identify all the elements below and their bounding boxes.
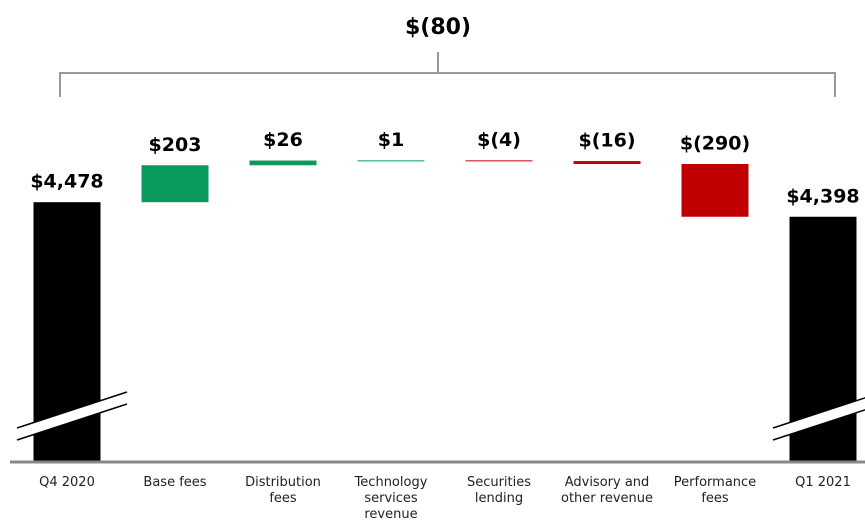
axis-break bbox=[773, 397, 865, 440]
value-label: $26 bbox=[263, 129, 303, 151]
bar bbox=[465, 160, 533, 162]
x-tick-label: Base fees bbox=[143, 475, 207, 490]
bracket bbox=[59, 52, 836, 97]
value-label: $(290) bbox=[680, 132, 750, 154]
x-tick-label: Q4 2020 bbox=[39, 475, 95, 490]
axis-break bbox=[17, 392, 127, 440]
x-tick-label: Advisory and other revenue bbox=[561, 475, 653, 506]
x-tick-label: Q1 2021 bbox=[795, 475, 851, 490]
bar bbox=[573, 161, 641, 164]
value-label: $(4) bbox=[477, 129, 521, 151]
value-label: $4,398 bbox=[786, 185, 859, 207]
x-tick-label: Securities lending bbox=[466, 475, 532, 506]
x-tick-label: Technology services revenue bbox=[354, 475, 428, 522]
bar bbox=[141, 165, 209, 203]
value-label: $4,478 bbox=[30, 171, 103, 193]
bar bbox=[681, 163, 749, 217]
axis-break-line bbox=[16, 391, 128, 429]
x-tick-label: Performance fees bbox=[673, 475, 757, 506]
axis-break-line bbox=[16, 403, 128, 441]
bar bbox=[357, 160, 425, 162]
x-tick-label: Distribution fees bbox=[245, 475, 321, 506]
bracket-label: $(80) bbox=[405, 15, 471, 40]
value-label: $1 bbox=[378, 129, 404, 151]
value-label: $(16) bbox=[578, 130, 635, 152]
bar bbox=[249, 160, 317, 166]
value-label: $203 bbox=[149, 134, 202, 156]
